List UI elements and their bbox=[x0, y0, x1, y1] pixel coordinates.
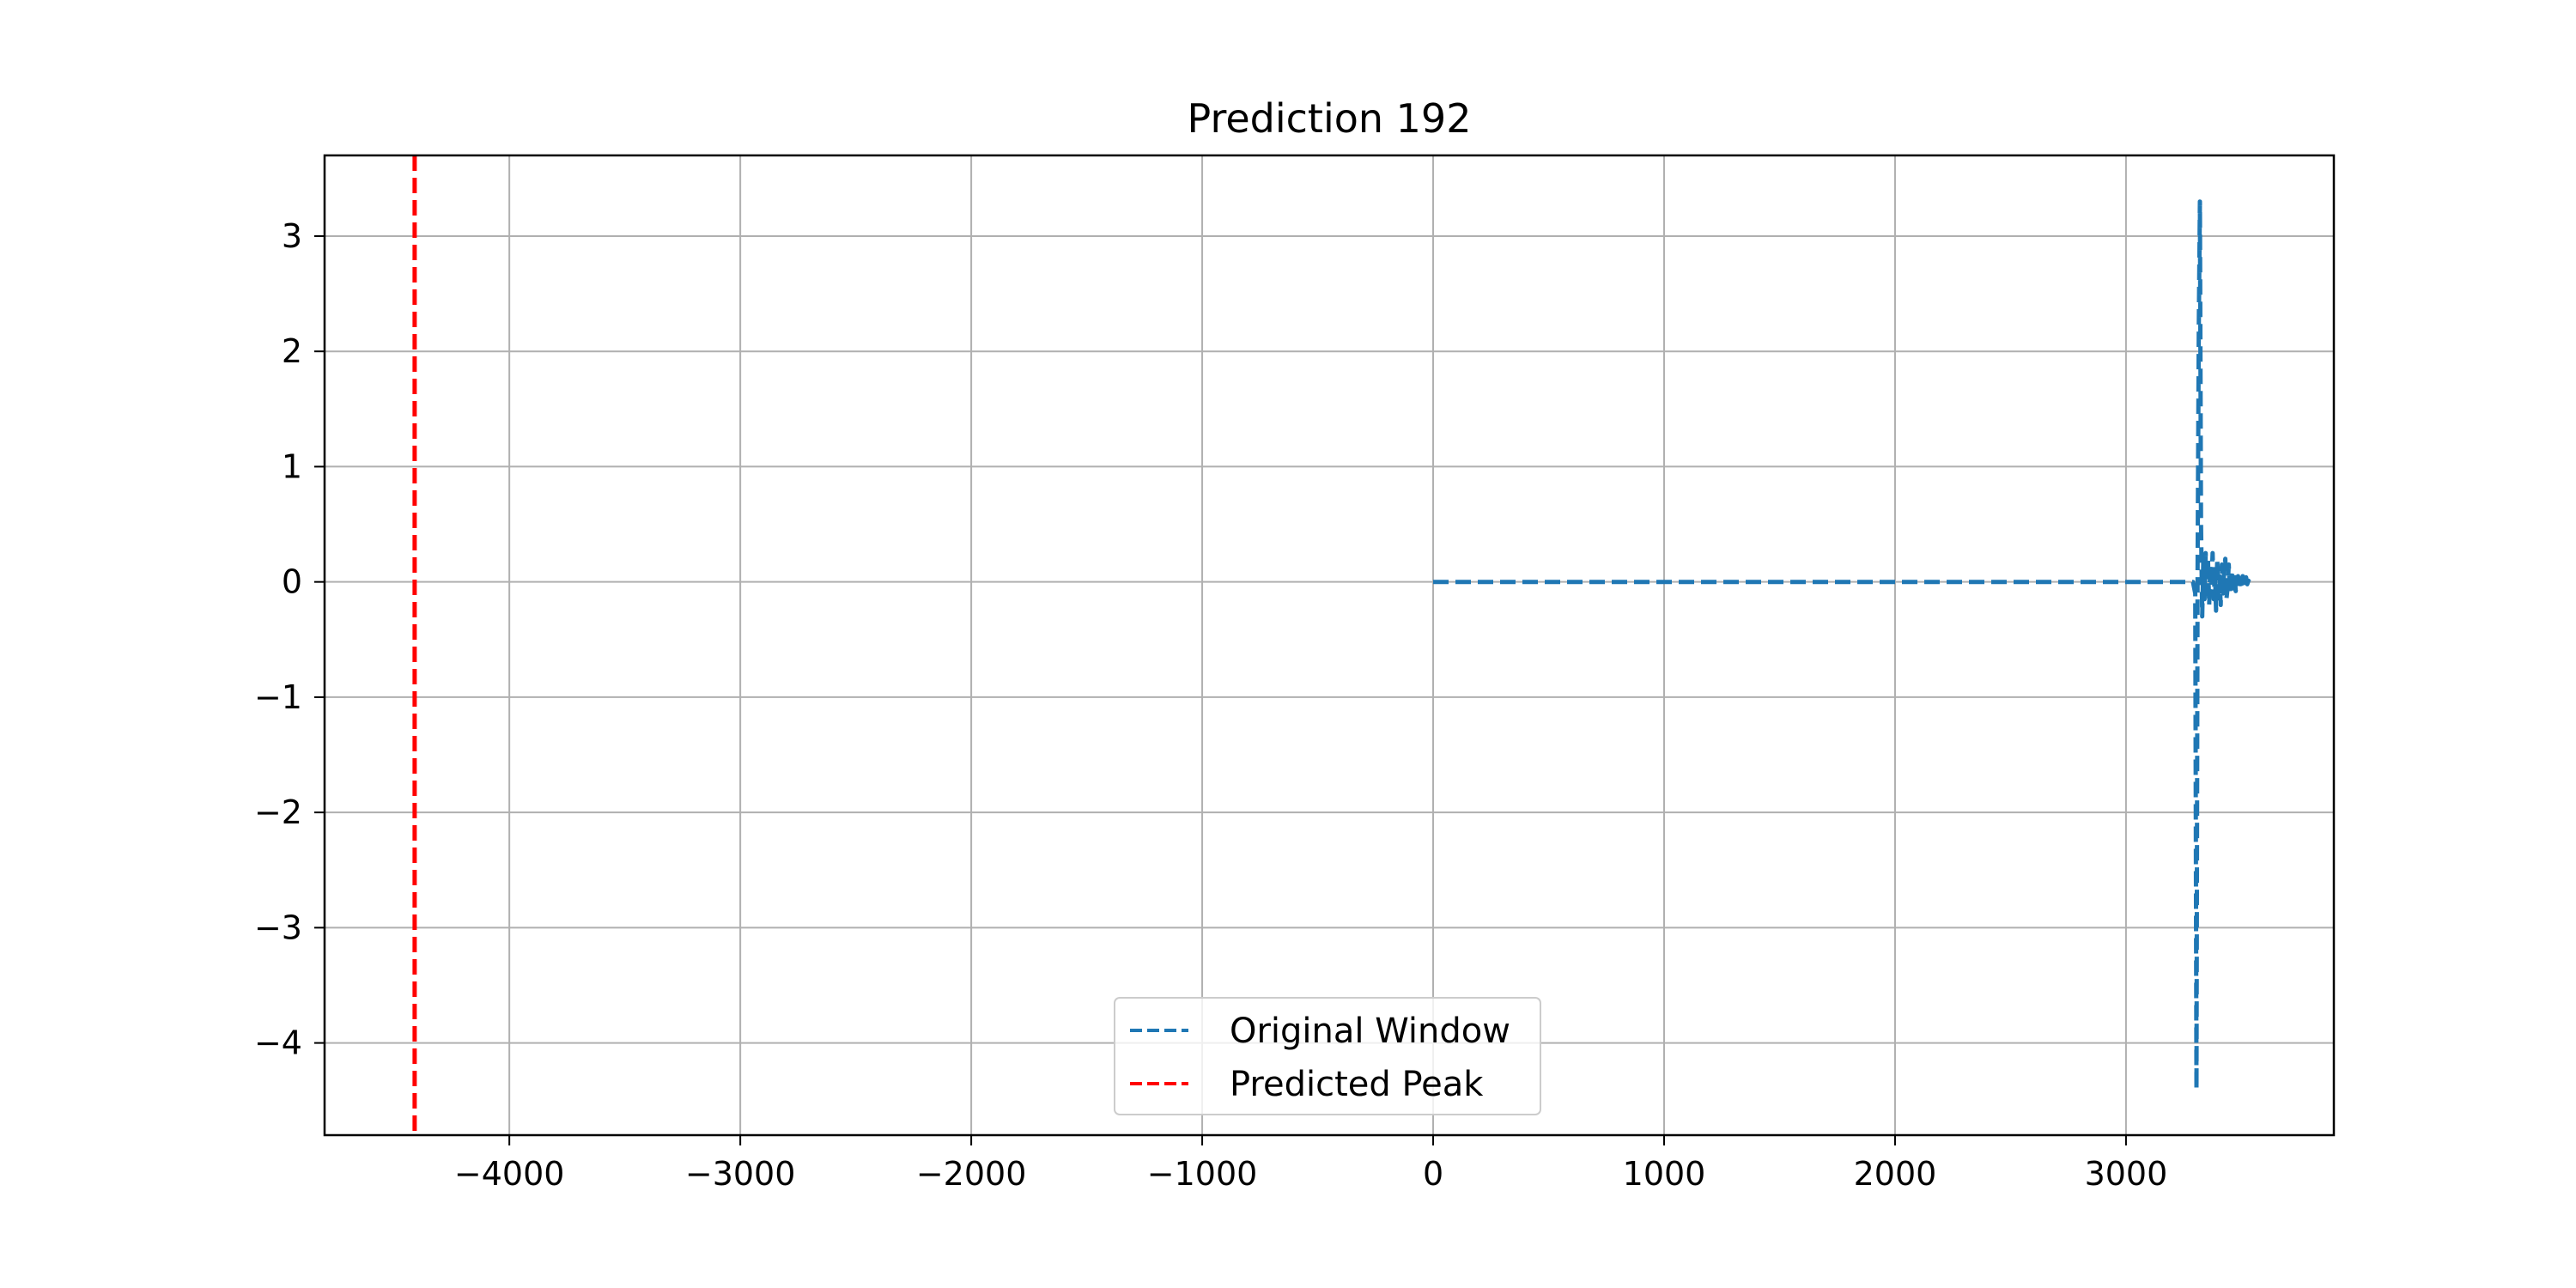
y-tick-label: 1 bbox=[282, 447, 302, 485]
y-tick-label: −4 bbox=[254, 1024, 302, 1062]
legend-box bbox=[1114, 997, 1541, 1115]
grid bbox=[325, 155, 2334, 1135]
legend: Original Window Predicted Peak bbox=[1114, 997, 1541, 1115]
x-tick-label: 3000 bbox=[2085, 1155, 2168, 1193]
y-tick-label: 3 bbox=[282, 217, 302, 255]
y-tick-label: 0 bbox=[282, 563, 302, 601]
x-tick-label: 2000 bbox=[1854, 1155, 1937, 1193]
x-tick-label: −1000 bbox=[1147, 1155, 1258, 1193]
y-tick-label: −3 bbox=[254, 908, 302, 946]
x-tick-label: 0 bbox=[1423, 1155, 1443, 1193]
legend-label-predicted-peak: Predicted Peak bbox=[1230, 1065, 1484, 1104]
x-tick-label: −2000 bbox=[916, 1155, 1027, 1193]
plot-area bbox=[412, 155, 2251, 1135]
axes-frame bbox=[323, 154, 2336, 1137]
axis-ticks: −4000 −3000 −2000 −1000 0 1000 2000 3000 3 2 1 0 −1 −… bbox=[254, 217, 2167, 1193]
x-tick-label: 1000 bbox=[1623, 1155, 1706, 1193]
y-tick-label: 2 bbox=[282, 332, 302, 370]
x-tick-label: −3000 bbox=[685, 1155, 796, 1193]
chart-title: Prediction 192 bbox=[1188, 95, 1472, 142]
x-tick-label: −4000 bbox=[454, 1155, 565, 1193]
legend-label-original-window: Original Window bbox=[1230, 1012, 1510, 1051]
y-tick-label: −1 bbox=[254, 678, 302, 716]
series-original-window bbox=[1433, 199, 2251, 1091]
y-tick-label: −2 bbox=[254, 793, 302, 831]
